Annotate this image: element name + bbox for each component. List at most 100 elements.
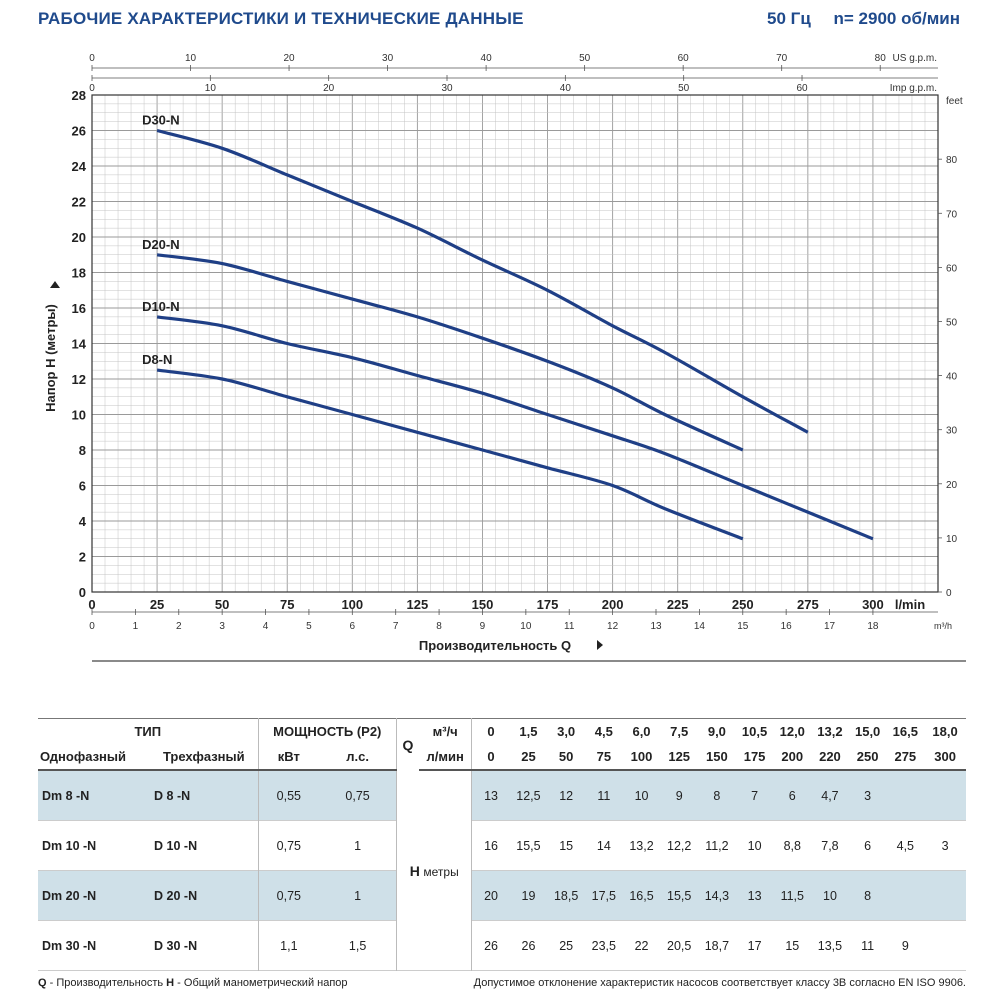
- head-cell: 12,5: [509, 770, 548, 821]
- y-tick-label: 4: [79, 514, 87, 529]
- impgpm-tick-label: 40: [560, 83, 572, 94]
- head-cell: 12: [547, 770, 585, 821]
- head-cell: 13: [735, 870, 774, 921]
- x-tick-label: 50: [215, 597, 229, 612]
- q-lmin-cell: 220: [811, 743, 849, 771]
- footer-note: Допустимое отклонение характеристик насо…: [473, 977, 966, 989]
- head-cell: [886, 770, 925, 821]
- m3h-tick-label: 8: [436, 621, 442, 632]
- operating-conditions: 50 Гц n= 2900 об/мин: [749, 9, 960, 29]
- footer-q-def: - Производительность: [46, 977, 167, 989]
- chart-labels: D30-N D20-N D10-N D8-N: [142, 113, 180, 368]
- head-cell: 26: [521, 938, 536, 953]
- model-three: D 8 -N: [150, 770, 259, 821]
- head-cell: 3: [941, 838, 949, 853]
- x-axis-title: Производительность Q: [419, 638, 571, 653]
- head-cell: [924, 870, 966, 921]
- feet-tick-label: 20: [946, 480, 958, 491]
- m3h-tick-label: 14: [694, 621, 706, 632]
- y-tick-label: 8: [79, 443, 86, 458]
- q-m3h-cell: 13,2: [817, 723, 843, 739]
- m3h-tick-label: 5: [306, 621, 312, 632]
- usgpm-tick-label: 40: [481, 53, 493, 64]
- series-label-d20-n: D20-N: [142, 237, 180, 252]
- m3h-tick-label: 11: [564, 621, 575, 632]
- head-cell: 23,5: [591, 938, 616, 953]
- power-hp: 1: [319, 820, 398, 871]
- head-cell: 18,5: [547, 870, 585, 921]
- spec-table: ТИП МОЩНОСТЬ (P2) Q м³/ч 0 1,5 3,0 4,5 6…: [38, 718, 966, 971]
- m3h-tick-label: 4: [263, 621, 269, 632]
- head-cell: 10: [622, 770, 661, 821]
- q-lmin-cell: 275: [886, 743, 925, 771]
- power-hp: 0,75: [319, 770, 398, 821]
- model-single: Dm 8 -N: [38, 770, 151, 821]
- q-m3h-cell: 9,0: [707, 723, 726, 739]
- q-lmin-cell: 300: [924, 743, 966, 771]
- head-cell: 9: [901, 938, 909, 953]
- head-cell: 17,5: [584, 870, 623, 921]
- head-cell: 8: [848, 870, 887, 921]
- table-row: Dm 10 -N D 10 -N 0,75 1 16 15,5 15 14 13…: [38, 820, 966, 871]
- head-cell: 15,5: [660, 870, 699, 921]
- head-cell: 20,5: [667, 938, 692, 953]
- series-line-d8-n: [156, 368, 744, 541]
- m3h-tick-label: 1: [133, 621, 139, 632]
- head-cell: 16,5: [622, 870, 661, 921]
- y-tick-label: 16: [72, 301, 86, 316]
- footer-legend: Q - Производительность H - Общий маномет…: [38, 977, 348, 989]
- x-tick-label: 300: [862, 597, 884, 612]
- footer-h-key: H: [166, 977, 175, 989]
- impgpm-tick-label: 50: [678, 83, 690, 94]
- q-lmin-unit: л/мин: [418, 743, 472, 771]
- impgpm-tick-label: 0: [89, 83, 95, 94]
- q-lmin-cell: 50: [547, 743, 585, 771]
- head-cell: 4,5: [896, 838, 915, 853]
- q-lmin-cell: 75: [584, 743, 623, 771]
- q-lmin-cell: 250: [848, 743, 887, 771]
- head-cell: 7,8: [821, 838, 839, 853]
- q-m3h-cell: 0: [471, 718, 510, 743]
- series-line-d30-n: [156, 128, 809, 434]
- series-line-d20-n: [156, 253, 744, 452]
- footer-h-def: - Общий манометрический напор: [174, 977, 348, 989]
- usgpm-tick-label: 0: [89, 53, 95, 64]
- model-single: Dm 20 -N: [38, 870, 151, 921]
- y-tick-label: 28: [72, 88, 86, 103]
- x-tick-label: 100: [341, 597, 363, 612]
- m3h-tick-label: 10: [520, 621, 532, 632]
- feet-tick-label: 0: [946, 588, 952, 599]
- head-cell: 3: [848, 770, 887, 821]
- feet-unit-label: feet: [946, 96, 963, 107]
- q-lmin-cell: 175: [735, 743, 774, 771]
- power-kw: 1,1: [280, 938, 298, 953]
- kw-header: кВт: [258, 743, 320, 771]
- head-cell: 11,5: [773, 870, 812, 921]
- m3h-tick-label: 18: [867, 621, 879, 632]
- head-cell: 12,2: [667, 838, 692, 853]
- model-three: D 10 -N: [150, 820, 259, 871]
- frequency-label: 50 Гц: [767, 9, 811, 28]
- q-lmin-cell: 150: [698, 743, 736, 771]
- x-tick-label: 175: [537, 597, 559, 612]
- usgpm-tick-label: 70: [776, 53, 788, 64]
- q-m3h-cell: 1,5: [519, 723, 538, 739]
- type-header: ТИП: [38, 718, 259, 743]
- usgpm-tick-label: 50: [579, 53, 591, 64]
- q-m3h-cell: 15,0: [854, 723, 881, 739]
- model-three: D 30 -N: [150, 920, 259, 971]
- q-lmin-cell: 100: [622, 743, 661, 771]
- head-cell: 14,3: [698, 870, 736, 921]
- x-unit-label: l/min: [895, 597, 925, 612]
- m3h-tick-label: 0: [89, 621, 95, 632]
- three-phase-header: Трехфазный: [150, 743, 259, 771]
- head-cell: 13,5: [817, 938, 843, 953]
- chart-curves: [156, 128, 874, 541]
- head-cell: 20: [471, 870, 510, 921]
- x-tick-label: 125: [407, 597, 429, 612]
- impgpm-unit-label: Imp g.p.m.: [890, 83, 937, 94]
- feet-tick-label: 50: [946, 317, 958, 328]
- m3h-tick-label: 6: [350, 621, 356, 632]
- y-tick-label: 10: [72, 408, 86, 423]
- q-header: Q: [402, 736, 414, 753]
